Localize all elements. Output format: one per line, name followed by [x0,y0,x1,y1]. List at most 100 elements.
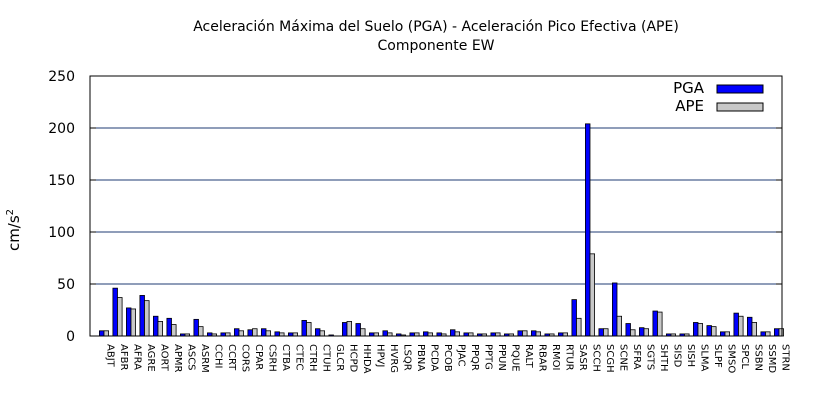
bar-pga-apmr [166,317,172,337]
bar-ape-afra [130,308,136,337]
x-tick-label: AORT [159,344,170,372]
bar-ape-aort [157,321,163,337]
x-tick-label: AFBR [118,344,129,370]
bar-pga-asrm [193,318,199,337]
x-tick-label: CCHI [213,344,224,368]
legend-label-ape: APE [675,97,704,115]
bar-pga-pjac [449,329,456,337]
bar-ape-agre [144,300,150,337]
bar-pga-sasr [571,299,577,337]
y-tick-label: 150 [48,173,75,189]
y-tick-label: 50 [57,277,75,293]
x-tick-label: PPUN [496,344,507,371]
bar-ape-csrh [265,330,271,337]
x-tick-label: PCDA [429,344,440,372]
y-axis-ticks: 0 50 100 150 200 250 [48,69,782,345]
bar-ape-ctuh [319,330,325,337]
x-tick-label: SMSO [726,344,737,373]
y-tick-label: 100 [48,225,75,241]
legend-swatch-ape [716,102,764,112]
x-tick-label: ABJT [105,344,116,368]
bars-group [99,123,784,337]
bar-pga-cors [233,328,240,337]
bar-pga-ralt [517,330,523,337]
bar-pga-agre [139,295,145,337]
chart-title-line2: Componente EW [377,38,494,54]
bar-pga-sgts [639,327,645,337]
x-tick-label: SISD [672,344,683,368]
x-axis-ticks: ABJT AFBR AFRA AGRE AORT APMR ASCS ASRM CCHI CCRT… [105,344,791,374]
x-tick-label: SISH [685,344,696,367]
bar-ape-slma [697,323,703,337]
x-tick-label: SHTH [658,344,669,372]
bar-pga-ssmd [760,331,766,337]
bar-pga-slpf [706,325,712,337]
bar-ape-sasr [576,317,582,337]
bar-ape-ssmd [765,331,771,337]
x-tick-label: SCGH [604,344,615,373]
bar-pga-ctuh [314,328,321,337]
x-tick-label: SCNE [618,344,629,371]
x-tick-label: PPTG [483,344,494,370]
bar-pga-shth [652,310,658,337]
x-tick-label: SGTS [645,344,656,370]
x-tick-label: RALT [523,344,534,369]
x-tick-label: SLMA [699,344,710,372]
bar-ape-shth [657,311,663,337]
y-tick-label: 200 [48,121,75,137]
bar-pga-slma [693,322,699,337]
x-tick-label: PBNA [415,344,426,371]
bar-ape-abjt [103,330,109,337]
x-tick-label: HHDA [361,344,372,374]
x-tick-label: CTRH [307,344,318,372]
x-tick-label: APMR [172,344,183,372]
bar-pga-afra [126,307,132,337]
x-tick-label: RMOI [550,344,561,370]
y-tick-label: 250 [48,69,75,85]
bar-ape-slpf [711,326,717,337]
bar-pga-pcda [422,331,429,337]
x-tick-label: SSBN [753,344,764,371]
x-tick-label: STRN [780,344,791,371]
bar-ape-smso [724,331,730,337]
bar-pga-ctrh [301,319,307,337]
x-tick-label: SPCL [739,344,750,369]
bar-ape-ralt [522,330,528,337]
grid-lines [90,127,782,285]
bar-pga-strn [774,328,780,337]
bar-ape-scgh [603,328,609,337]
bar-pga-hhda [355,323,361,337]
bar-pga-scch [585,123,591,337]
bar-ape-ctrh [306,322,312,337]
x-tick-label: LSQR [402,344,413,371]
x-tick-label: PQUE [510,344,521,372]
x-tick-label: CCRT [226,344,237,371]
legend-label-pga: PGA [673,79,705,97]
x-tick-label: AFRA [132,344,143,370]
bar-ape-afbr [117,297,123,337]
x-tick-label: CSRH [267,344,278,372]
x-tick-label: HVRG [388,344,399,373]
bar-pga-ctba [274,331,280,337]
bar-ape-scne [616,315,622,337]
bar-ape-ssbn [751,322,757,337]
x-tick-label: PPQR [469,344,480,371]
x-tick-label: CPAR [253,344,264,370]
bar-pga-scne [612,282,618,337]
bar-pga-cpar [247,329,253,337]
x-tick-label: RTUR [564,344,575,371]
bar-pga-aort [152,315,159,337]
x-tick-label: SLPF [712,344,723,368]
bar-pga-spcl [733,312,739,337]
bar-pga-smso [720,331,726,337]
bar-ape-scch [589,253,595,337]
bar-pga-hcpd [341,322,348,337]
bar-ape-sgts [643,328,649,337]
bar-ape-hhda [360,328,366,337]
bar-ape-spcl [738,315,744,337]
y-axis-label-main: cm/s [5,215,23,251]
bar-pga-scgh [598,328,604,337]
x-tick-label: HCPD [348,344,359,373]
bar-ape-cors [238,330,244,337]
